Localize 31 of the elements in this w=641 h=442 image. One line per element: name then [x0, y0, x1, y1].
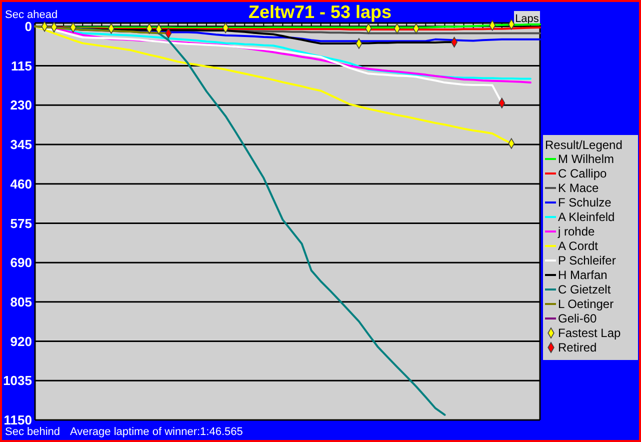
legend-label: C Gietzelt [558, 282, 612, 296]
y-tick-label: 460 [10, 176, 32, 192]
y-tick-label: 1035 [3, 373, 32, 388]
text: Average laptime of winner:1:46.565 [70, 426, 243, 438]
y-tick-label: 1150 [4, 412, 32, 428]
y-tick-label: 345 [10, 137, 32, 152]
text: Sec behind [5, 426, 60, 438]
legend-label: A Cordt [558, 239, 599, 253]
y-tick-label: 0 [24, 18, 32, 34]
x-axis-title: Laps [515, 13, 540, 25]
legend-label: M Wilhelm [558, 152, 614, 166]
legend-label: Retired [558, 340, 597, 354]
legend-label: A Kleinfeld [558, 210, 615, 224]
legend-label: F Schulze [558, 196, 612, 210]
chart-title: Zeltw71 - 53 laps [248, 2, 392, 22]
y-tick-label: 690 [10, 255, 32, 270]
legend-label: C Callipo [558, 166, 608, 180]
legend-title: Result/Legend [545, 138, 622, 152]
y-tick-label: 920 [10, 334, 32, 349]
y-tick-label: 575 [10, 216, 32, 231]
legend-label: P Schleifer [558, 254, 616, 268]
legend-label: H Marfan [558, 268, 608, 282]
y-tick-label: 230 [10, 98, 32, 113]
text: Sec ahead [5, 9, 58, 21]
legend-label: K Mace [558, 181, 600, 195]
y-tick-label: 115 [11, 58, 32, 74]
legend-label: Fastest Lap [558, 326, 622, 340]
y-tick-label: 805 [10, 294, 32, 310]
legend-label: Geli-60 [558, 312, 598, 326]
legend-label: L Oetinger [558, 297, 614, 311]
legend-label: j rohde [557, 224, 596, 238]
